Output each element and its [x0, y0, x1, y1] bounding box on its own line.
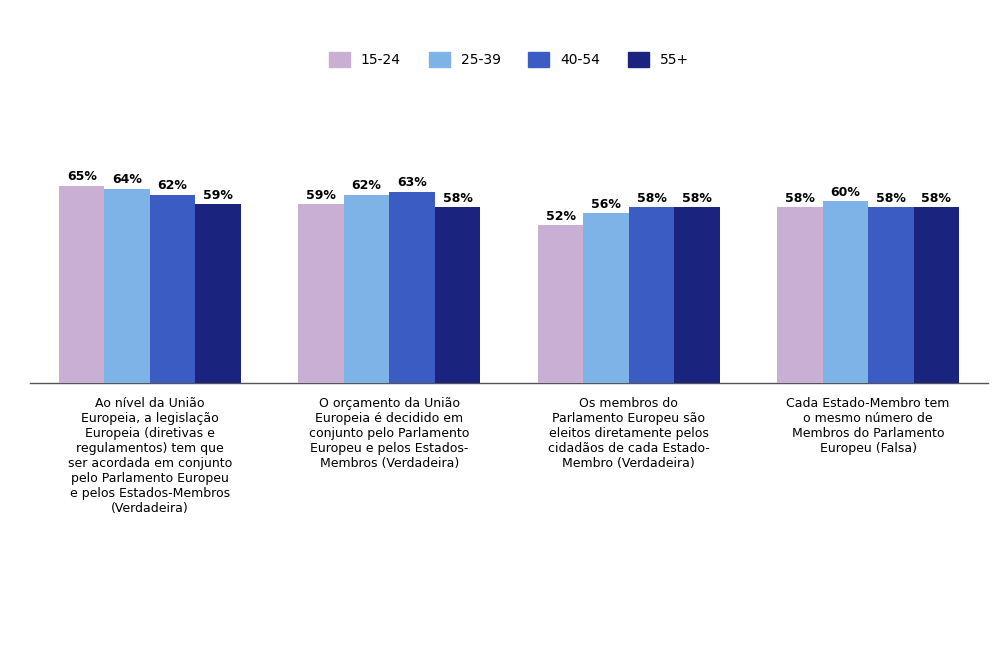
Bar	[344, 195, 389, 383]
Bar	[629, 207, 674, 383]
Text: 63%: 63%	[397, 176, 427, 190]
Bar	[298, 204, 344, 383]
Bar	[389, 192, 434, 383]
Text: 65%: 65%	[67, 171, 97, 183]
Bar	[538, 225, 584, 383]
Text: 62%: 62%	[157, 179, 187, 192]
Bar	[674, 207, 720, 383]
Text: 56%: 56%	[591, 198, 621, 211]
Bar	[823, 201, 868, 383]
Text: 60%: 60%	[831, 186, 861, 198]
Text: 58%: 58%	[921, 192, 952, 205]
Text: 64%: 64%	[112, 173, 142, 186]
Bar	[150, 195, 196, 383]
Text: 59%: 59%	[204, 188, 233, 202]
Legend: 15-24, 25-39, 40-54, 55+: 15-24, 25-39, 40-54, 55+	[324, 47, 695, 73]
Text: 58%: 58%	[636, 192, 666, 205]
Bar	[913, 207, 959, 383]
Bar	[58, 186, 105, 383]
Bar	[777, 207, 823, 383]
Bar	[105, 189, 150, 383]
Bar	[434, 207, 480, 383]
Text: 58%: 58%	[682, 192, 712, 205]
Text: 58%: 58%	[785, 192, 814, 205]
Bar	[584, 213, 629, 383]
Text: 52%: 52%	[545, 210, 576, 223]
Text: 59%: 59%	[306, 188, 336, 202]
Text: 58%: 58%	[443, 192, 473, 205]
Text: 62%: 62%	[352, 179, 382, 192]
Bar	[868, 207, 913, 383]
Bar	[196, 204, 241, 383]
Text: 58%: 58%	[876, 192, 906, 205]
